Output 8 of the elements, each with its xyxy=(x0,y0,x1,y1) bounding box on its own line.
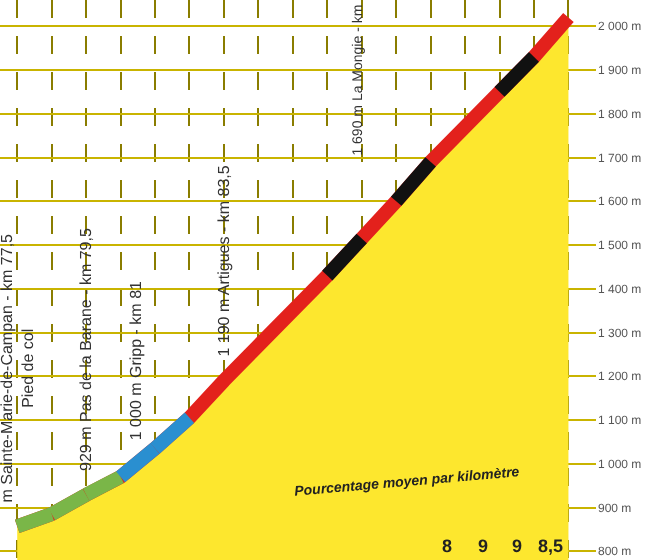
annotation: 8 xyxy=(442,536,453,556)
annotation: 1 190 m Artigues - km 83,5 xyxy=(215,164,234,357)
annotation: m Sainte-Marie-de-Campan - km 77,5 Pied de col xyxy=(0,232,37,503)
annotation: 9 xyxy=(478,536,489,556)
annotation: 9 xyxy=(512,536,523,556)
annotation: 8,5 xyxy=(538,536,564,556)
annotation: 1 000 m Gripp - km 81 xyxy=(126,279,145,441)
annotation: 929 m Pas de la Barane - km 79,5 xyxy=(77,227,96,471)
